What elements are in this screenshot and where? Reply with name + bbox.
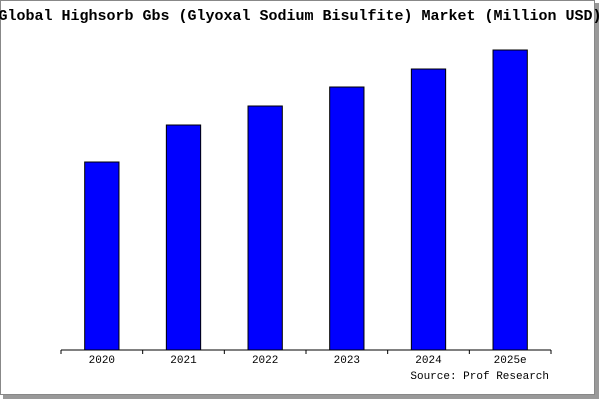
x-tick-label: 2021 — [170, 355, 197, 367]
bar — [410, 68, 447, 351]
bar — [492, 49, 528, 351]
x-tick-label: 2022 — [252, 355, 278, 367]
x-tick-label: 2023 — [334, 355, 360, 367]
x-tick-label: 2020 — [89, 355, 115, 367]
bar — [165, 124, 202, 351]
x-tick-label: 2025e — [494, 355, 527, 367]
bar — [247, 105, 283, 351]
source-note: Source: Prof Research — [410, 371, 549, 383]
x-tick-label: 2024 — [415, 355, 442, 367]
bar — [329, 86, 365, 351]
chart-title: Global Highsorb Gbs (Glyoxal Sodium Bisu… — [0, 8, 600, 25]
bar — [84, 161, 120, 351]
